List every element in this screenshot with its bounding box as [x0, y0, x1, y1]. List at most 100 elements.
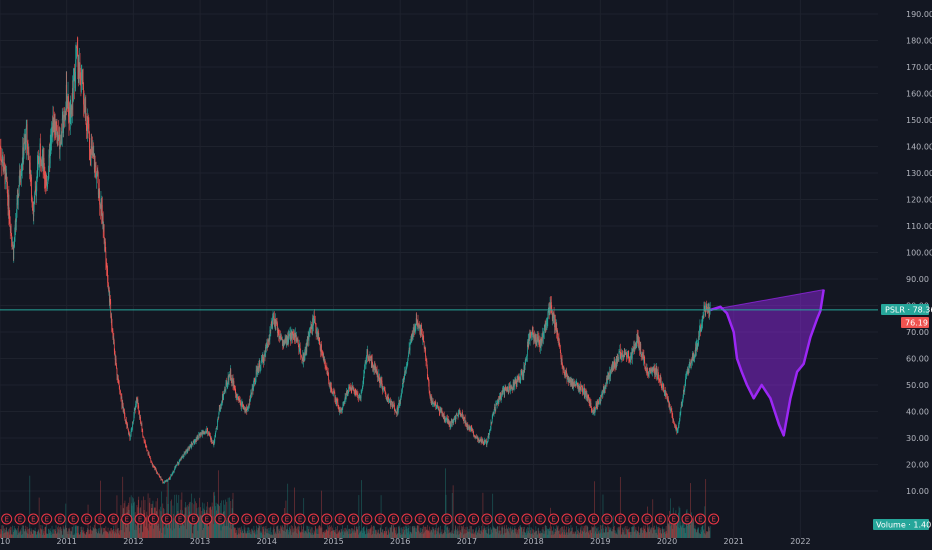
earnings-marker[interactable]: E [534, 513, 546, 525]
volume-bar [181, 525, 182, 538]
earnings-marker[interactable]: E [348, 513, 360, 525]
candle-body [660, 376, 662, 382]
earnings-marker[interactable]: E [454, 513, 466, 525]
earnings-marker[interactable]: E [41, 513, 53, 525]
earnings-marker[interactable]: E [548, 513, 560, 525]
volume-bar [168, 482, 169, 538]
candle-body [543, 334, 544, 339]
earnings-marker[interactable]: E [601, 513, 613, 525]
earnings-marker[interactable]: E [14, 513, 26, 525]
earnings-marker[interactable]: E [614, 513, 626, 525]
candle-body [583, 387, 585, 392]
volume-bar [486, 526, 488, 538]
earnings-marker[interactable]: E [574, 513, 586, 525]
volume-bar [60, 527, 62, 538]
candle-body [592, 410, 594, 412]
volume-bar [299, 532, 301, 538]
volume-bar [504, 527, 506, 538]
earnings-marker[interactable]: E [588, 513, 600, 525]
earnings-marker[interactable]: E [214, 513, 226, 525]
earnings-marker[interactable]: E [241, 513, 253, 525]
earnings-marker[interactable]: E [1, 513, 13, 525]
earnings-marker[interactable]: E [374, 513, 386, 525]
candle-body [413, 327, 415, 332]
earnings-marker[interactable]: E [121, 513, 133, 525]
earnings-marker[interactable]: E [227, 513, 239, 525]
volume-bar [43, 533, 44, 538]
volume-bar [454, 530, 455, 538]
volume-bar [553, 526, 554, 538]
candle-body [166, 480, 168, 481]
earnings-marker[interactable]: E [254, 513, 266, 525]
volume-bar [553, 532, 555, 538]
volume-bar [654, 525, 655, 538]
candle-body [489, 429, 490, 435]
earnings-marker[interactable]: E [94, 513, 106, 525]
candle-body [708, 308, 710, 313]
volume-bar [334, 530, 336, 538]
earnings-marker[interactable]: E [147, 513, 159, 525]
earnings-marker[interactable]: E [54, 513, 66, 525]
candle-body [152, 464, 154, 466]
forecast-line[interactable] [710, 289, 825, 437]
earnings-marker[interactable]: E [201, 513, 213, 525]
volume-bar [437, 528, 438, 538]
volume-bar [288, 530, 289, 538]
earnings-marker[interactable]: E [694, 513, 706, 525]
earnings-marker[interactable]: E [508, 513, 520, 525]
earnings-marker[interactable]: E [654, 513, 666, 525]
candle-body [207, 430, 209, 435]
candle-body [140, 416, 141, 424]
candle-body [292, 333, 294, 339]
earnings-marker[interactable]: E [494, 513, 506, 525]
price-axis[interactable]: 10.0020.0030.0040.0050.0060.0070.0080.00… [906, 10, 932, 496]
time-axis[interactable]: 2010201120122013201420152016201720182019… [0, 537, 811, 546]
earnings-marker[interactable]: E [67, 513, 79, 525]
earnings-marker[interactable]: E [134, 513, 146, 525]
earnings-marker[interactable]: E [521, 513, 533, 525]
earnings-marker[interactable]: E [668, 513, 680, 525]
earnings-marker[interactable]: E [681, 513, 693, 525]
volume-bar [303, 533, 305, 538]
earnings-marker[interactable]: E [481, 513, 493, 525]
earnings-marker[interactable]: E [294, 513, 306, 525]
forecast-projection[interactable] [710, 289, 825, 437]
earnings-marker[interactable]: E [267, 513, 279, 525]
earnings-marker[interactable]: E [561, 513, 573, 525]
volume-bar [542, 526, 544, 538]
earnings-marker[interactable]: E [361, 513, 373, 525]
earnings-marker[interactable]: E [628, 513, 640, 525]
volume-bar [607, 525, 609, 538]
earnings-marker[interactable]: E [107, 513, 119, 525]
earnings-marker[interactable]: E [307, 513, 319, 525]
earnings-marker[interactable]: E [441, 513, 453, 525]
earnings-marker[interactable]: E [81, 513, 93, 525]
earnings-marker[interactable]: E [161, 513, 173, 525]
candle-body [239, 400, 241, 403]
earnings-marker[interactable]: E [708, 513, 720, 525]
earnings-marker[interactable]: E [401, 513, 413, 525]
volume-bar [34, 527, 36, 538]
earnings-marker[interactable]: E [428, 513, 440, 525]
earnings-marker[interactable]: E [27, 513, 39, 525]
earnings-marker[interactable]: E [414, 513, 426, 525]
candle-body [291, 335, 293, 338]
earnings-marker[interactable]: E [334, 513, 346, 525]
volume-bar [124, 532, 125, 538]
earnings-marker[interactable]: E [174, 513, 186, 525]
candle-body [560, 356, 562, 362]
earnings-marker[interactable]: E [388, 513, 400, 525]
earnings-marker[interactable]: E [321, 513, 333, 525]
earnings-marker[interactable]: E [641, 513, 653, 525]
earnings-marker[interactable]: E [468, 513, 480, 525]
candle-body [232, 378, 234, 386]
earnings-marker[interactable]: E [281, 513, 293, 525]
candle-body [136, 397, 137, 404]
candle-body [186, 450, 188, 451]
candle-body [546, 321, 548, 324]
volume-bar [270, 532, 272, 538]
earnings-marker[interactable]: E [187, 513, 199, 525]
volume-bar [421, 533, 423, 538]
candle-body [378, 373, 380, 380]
